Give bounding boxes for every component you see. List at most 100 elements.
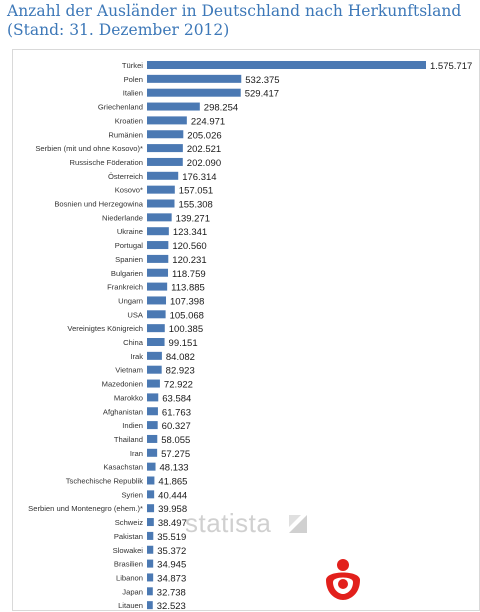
value-label: 41.865 [158,477,187,488]
bar [147,282,168,291]
value-label: 32.523 [157,601,186,612]
value-label: 38.497 [158,518,187,529]
bar [147,74,242,83]
category-label: Polen [124,75,143,84]
bar [147,338,165,346]
value-label: 48.133 [160,463,189,474]
bar [147,421,158,430]
bar [147,324,165,333]
category-label: Bosnien und Herzegowina [54,200,143,209]
value-label: 60.327 [162,421,191,432]
value-label: 224.971 [191,116,225,127]
category-label: Litauen [118,601,143,610]
bar [147,171,179,180]
value-label: 157.051 [179,186,213,197]
value-label: 529.417 [245,89,279,100]
value-label: 82.923 [166,366,195,377]
chart-title: Anzahl der Ausländer in Deutschland nach… [7,2,462,39]
value-label: 35.519 [157,532,186,543]
bar [147,116,187,125]
category-label: Russische Föderation [70,158,143,167]
value-label: 176.314 [182,172,216,183]
category-label: Ukraine [117,227,143,236]
category-label: Portugal [115,241,144,250]
category-label: Afghanistan [103,407,143,416]
bar [147,227,169,236]
bar [147,144,183,153]
statista-watermark: statista [185,508,272,538]
category-label: Serbien und Montenegro (ehem.)* [28,504,143,513]
category-label: Irak [130,352,143,361]
bar [147,199,175,208]
bar [147,573,154,582]
bar [147,365,162,374]
value-label: 84.082 [166,352,195,363]
category-label: China [123,338,144,347]
value-label: 99.151 [169,338,198,349]
category-label: Österreich [108,172,143,181]
statista-logo-icon [289,515,307,533]
category-label: Iran [130,449,143,458]
bar [147,518,154,527]
bar [147,185,175,194]
category-label: Vereinigtes Königreich [67,324,143,333]
bar [147,213,172,222]
category-label: Japan [122,587,143,596]
bar [147,448,158,457]
category-label: Marokko [114,393,143,402]
category-label: Griechenland [98,103,143,112]
value-label: 72.922 [164,380,193,391]
value-label: 123.341 [173,227,207,238]
category-label: Kroatien [115,116,143,125]
value-label: 34.873 [157,573,186,584]
category-label: Libanon [116,573,143,582]
category-label: Türkei [122,61,143,70]
category-label: Thailand [114,435,143,444]
bar [147,559,154,568]
bar [147,545,154,554]
category-label: Brasilien [114,560,143,569]
category-label: Tschechische Republik [66,477,143,486]
category-label: Serbien (mit und ohne Kosovo)* [35,144,143,153]
value-label: 35.372 [157,546,186,557]
category-label: Frankreich [107,283,143,292]
bar [147,351,162,360]
bar [147,407,158,416]
bar [147,490,155,499]
category-label: Kasachstan [103,463,143,472]
bar [147,296,167,305]
value-label: 34.945 [157,560,186,571]
category-label: Indien [122,421,143,430]
bar [147,601,153,610]
bar [147,462,156,471]
bar [147,393,159,402]
bar [147,157,183,166]
chart-frame [12,49,480,611]
value-label: 205.026 [187,130,221,141]
category-label: USA [127,310,144,319]
value-label: 105.068 [170,310,204,321]
bar [147,310,166,319]
value-label: 32.738 [157,587,186,598]
category-label: Rumänien [108,130,143,139]
bar [147,587,153,596]
red-figure-logo-icon [326,559,360,600]
category-label: Mazedonien [102,380,143,389]
category-label: Italien [123,89,143,98]
category-label: Spanien [115,255,143,264]
value-label: 202.521 [187,144,221,155]
value-label: 532.375 [245,75,279,86]
category-label: Syrien [121,490,143,499]
category-label: Pakistan [114,532,143,541]
bar [147,254,169,263]
bar [147,102,200,111]
bar [147,531,154,540]
value-label: 202.090 [187,158,221,169]
value-label: 120.231 [172,255,206,266]
value-label: 139.271 [176,213,210,224]
category-label: Vietnam [115,366,143,375]
value-label: 39.958 [158,504,187,515]
bar [147,61,426,69]
bar [147,130,184,139]
